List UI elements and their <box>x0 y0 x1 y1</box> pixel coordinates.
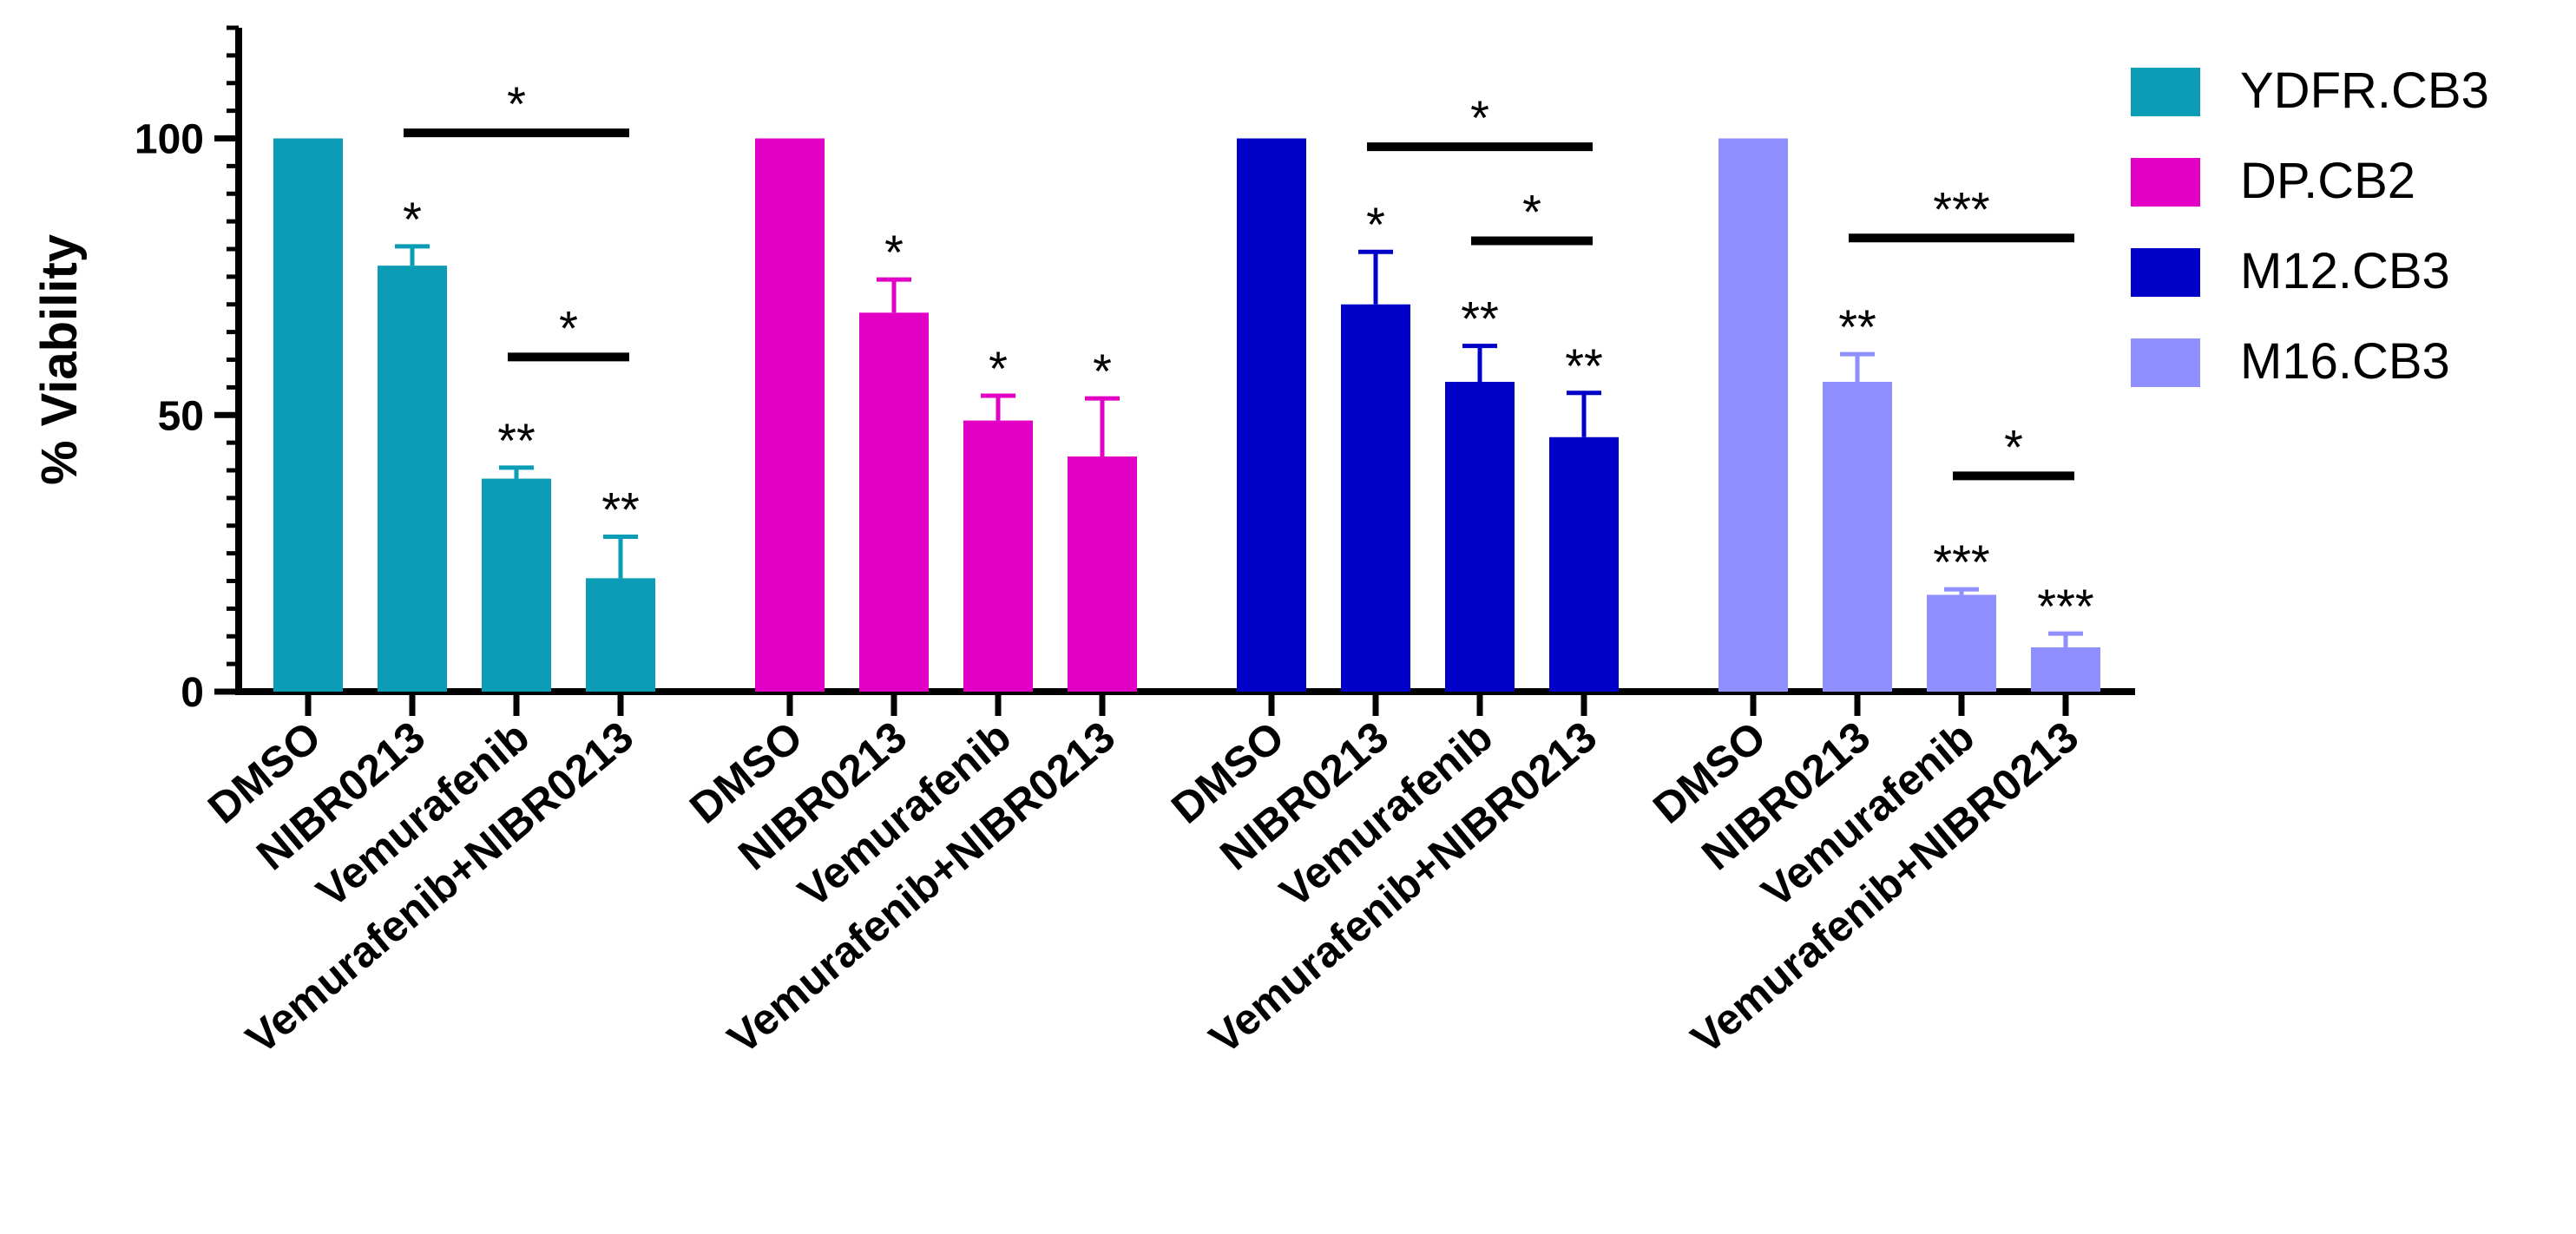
legend: YDFR.CB3 DP.CB2 M12.CB3 M16.CB3 <box>2131 62 2489 390</box>
legend-swatch <box>2131 158 2200 207</box>
legend-swatch <box>2131 248 2200 297</box>
x-tick-labels: DMSONIBR0213VemurafenibVemurafenib+NIBR0… <box>199 712 2087 1064</box>
bracket-significance-label: * <box>2004 419 2023 474</box>
legend-label: DP.CB2 <box>2240 153 2415 209</box>
significance-label: *** <box>2037 579 2093 633</box>
y-tick-label: 0 <box>181 670 204 716</box>
error-bars <box>395 244 2083 647</box>
bar <box>1068 456 1137 692</box>
bar <box>1927 594 1996 692</box>
y-tick-label: 50 <box>158 393 204 439</box>
legend-swatch <box>2131 68 2200 116</box>
legend-swatch <box>2131 338 2200 387</box>
bar <box>1445 382 1515 692</box>
bar <box>1549 436 1619 692</box>
bracket-significance-label: * <box>507 76 526 131</box>
y-axis-title: % Viability <box>31 234 88 485</box>
bar <box>755 138 825 692</box>
significance-label: ** <box>497 413 536 468</box>
bracket-significance-label: * <box>1470 90 1489 145</box>
bar <box>378 266 447 692</box>
bar <box>1823 382 1892 692</box>
legend-label: M12.CB3 <box>2240 243 2450 299</box>
bar <box>2031 647 2100 692</box>
bar <box>1341 304 1410 692</box>
significance-label: * <box>403 192 422 246</box>
significance-label: * <box>989 341 1008 396</box>
bar <box>273 138 343 692</box>
bar <box>963 420 1033 692</box>
bars <box>273 138 2100 692</box>
bracket-significance-label: * <box>1522 184 1541 239</box>
significance-label: ** <box>601 482 640 537</box>
bar <box>1718 138 1788 692</box>
bar <box>482 478 551 692</box>
significance-label: * <box>1093 344 1112 398</box>
legend-label: YDFR.CB3 <box>2240 62 2489 119</box>
bracket-significance-label: *** <box>1933 181 1989 236</box>
bar <box>859 312 929 692</box>
significance-label: ** <box>1838 299 1876 354</box>
legend-label: M16.CB3 <box>2240 333 2450 390</box>
bar <box>1237 138 1306 692</box>
significance-label: ** <box>1461 292 1499 346</box>
y-tick-label: 100 <box>135 117 204 163</box>
significance-label: ** <box>1565 338 1603 393</box>
significance-marks: ********* ******************** <box>403 76 2094 633</box>
significance-label: *** <box>1933 535 1989 589</box>
bracket-significance-label: * <box>559 300 578 355</box>
significance-label: * <box>884 225 904 279</box>
significance-label: * <box>1366 197 1385 252</box>
bar <box>586 578 655 692</box>
axes: 0 50 100 % Viability <box>31 25 2135 716</box>
